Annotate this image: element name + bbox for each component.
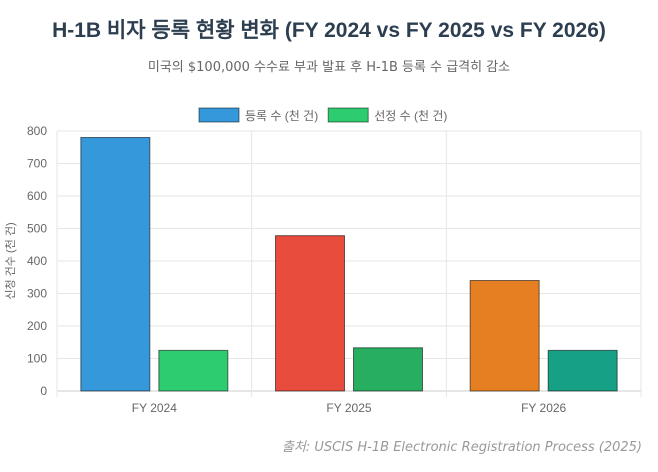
x-tick-label: FY 2026 [521,401,566,415]
bar-selections-fy2024 [158,349,229,392]
y-tick-label: 500 [27,222,47,236]
y-tick-label: 0 [40,384,47,398]
y-tick-label: 800 [27,124,47,138]
bar-registrations-fy2024 [80,137,151,392]
bar-registrations-fy2025 [275,235,345,392]
y-tick-label: 400 [27,254,47,268]
y-tick-label: 100 [27,352,47,366]
legend-swatch [327,107,369,123]
bar-selections-fy2025 [353,347,423,392]
source-note: 출처: USCIS H-1B Electronic Registration P… [281,440,642,455]
chart-subtitle: 미국의 $100,000 수수료 부과 발표 후 H-1B 등록 수 급격히 감… [147,60,511,75]
bar-selections-fy2026 [547,349,618,392]
y-tick-label: 200 [27,319,47,333]
legend-label: 등록 수 (천 건) [245,108,318,123]
bar-registrations-fy2026 [469,280,540,392]
legend-label: 선정 수 (천 건) [374,108,447,123]
y-axis-label: 신청 건수 (천 건) [3,222,17,299]
chart-title: H-1B 비자 등록 현황 변화 (FY 2024 vs FY 2025 vs … [52,19,606,42]
legend-swatch [198,107,240,123]
y-tick-label: 700 [27,157,47,171]
y-tick-label: 600 [27,189,47,203]
x-tick-label: FY 2024 [132,401,177,415]
y-tick-label: 300 [27,287,47,301]
x-tick-label: FY 2025 [326,401,371,415]
